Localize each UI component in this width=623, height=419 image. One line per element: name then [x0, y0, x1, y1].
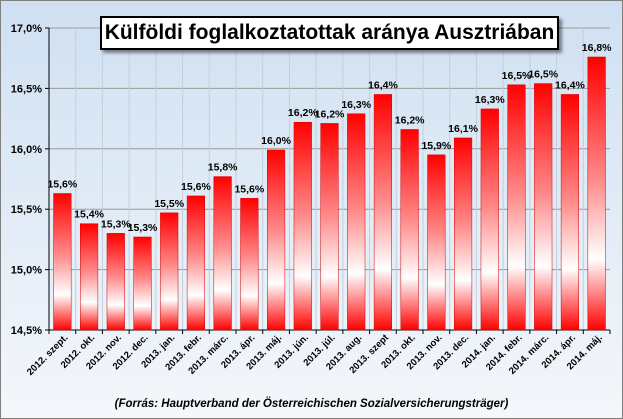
data-labels: 15,6%15,4%15,3%15,3%15,5%15,6%15,8%15,6%…	[47, 42, 612, 234]
bar-chart: 15,6%15,4%15,3%15,3%15,5%15,6%15,8%15,6%…	[11, 23, 612, 378]
bar	[213, 176, 232, 331]
y-tick-labels: 14,5% 15,0% 15,5% 16,0% 16,5% 17,0%	[11, 23, 42, 337]
y-tick-label: 15,5%	[11, 204, 42, 216]
data-label: 16,3%	[475, 94, 505, 106]
y-tick-label: 16,0%	[11, 144, 42, 156]
bar	[347, 113, 366, 331]
bar	[106, 233, 125, 331]
bar	[53, 193, 72, 331]
bar	[507, 84, 526, 331]
bar	[80, 223, 99, 331]
bars	[53, 56, 606, 331]
y-tick-label: 14,5%	[11, 325, 42, 337]
y-tick-label: 17,0%	[11, 23, 42, 35]
chart-title: Külföldi foglalkoztatottak aránya Ausztr…	[100, 16, 559, 50]
y-tick-label: 16,5%	[11, 83, 42, 95]
data-label: 16,4%	[368, 79, 398, 91]
bar	[373, 94, 392, 331]
data-label: 15,9%	[421, 140, 451, 152]
data-label: 15,6%	[234, 183, 264, 195]
bar	[560, 94, 579, 331]
x-tick-label: 2012. szept.	[25, 332, 70, 377]
bar	[267, 149, 286, 331]
data-label: 15,6%	[181, 181, 211, 193]
bar	[240, 198, 259, 331]
bar	[534, 83, 553, 331]
data-label: 16,1%	[448, 123, 478, 135]
data-label: 16,5%	[528, 69, 558, 81]
bar	[320, 123, 339, 331]
source-note: (Forrás: Hauptverband der Österreichisch…	[114, 398, 509, 410]
y-tick-label: 15,0%	[11, 265, 42, 277]
data-label: 16,5%	[502, 70, 532, 82]
data-label: 16,3%	[341, 99, 371, 111]
bar	[400, 129, 419, 331]
bar	[587, 56, 606, 331]
data-label: 15,5%	[154, 198, 184, 210]
data-label: 15,4%	[74, 209, 104, 221]
bar	[293, 121, 312, 331]
data-label: 16,2%	[315, 108, 345, 120]
data-label: 16,2%	[288, 107, 318, 119]
data-label: 15,3%	[101, 218, 131, 230]
data-label: 15,6%	[47, 178, 77, 190]
data-label: 16,0%	[261, 135, 291, 147]
data-label: 16,8%	[582, 42, 612, 54]
bar	[427, 154, 446, 331]
bar	[186, 195, 205, 331]
bar	[480, 108, 499, 331]
bar	[454, 137, 473, 331]
data-label: 15,3%	[128, 222, 158, 234]
bar	[160, 212, 179, 331]
x-tick-labels: 2012. szept.2012. okt.2012. nov.2012. de…	[25, 332, 605, 378]
bar	[133, 236, 152, 331]
data-label: 16,2%	[395, 114, 425, 126]
data-label: 15,8%	[208, 162, 238, 174]
data-label: 16,4%	[555, 79, 585, 91]
